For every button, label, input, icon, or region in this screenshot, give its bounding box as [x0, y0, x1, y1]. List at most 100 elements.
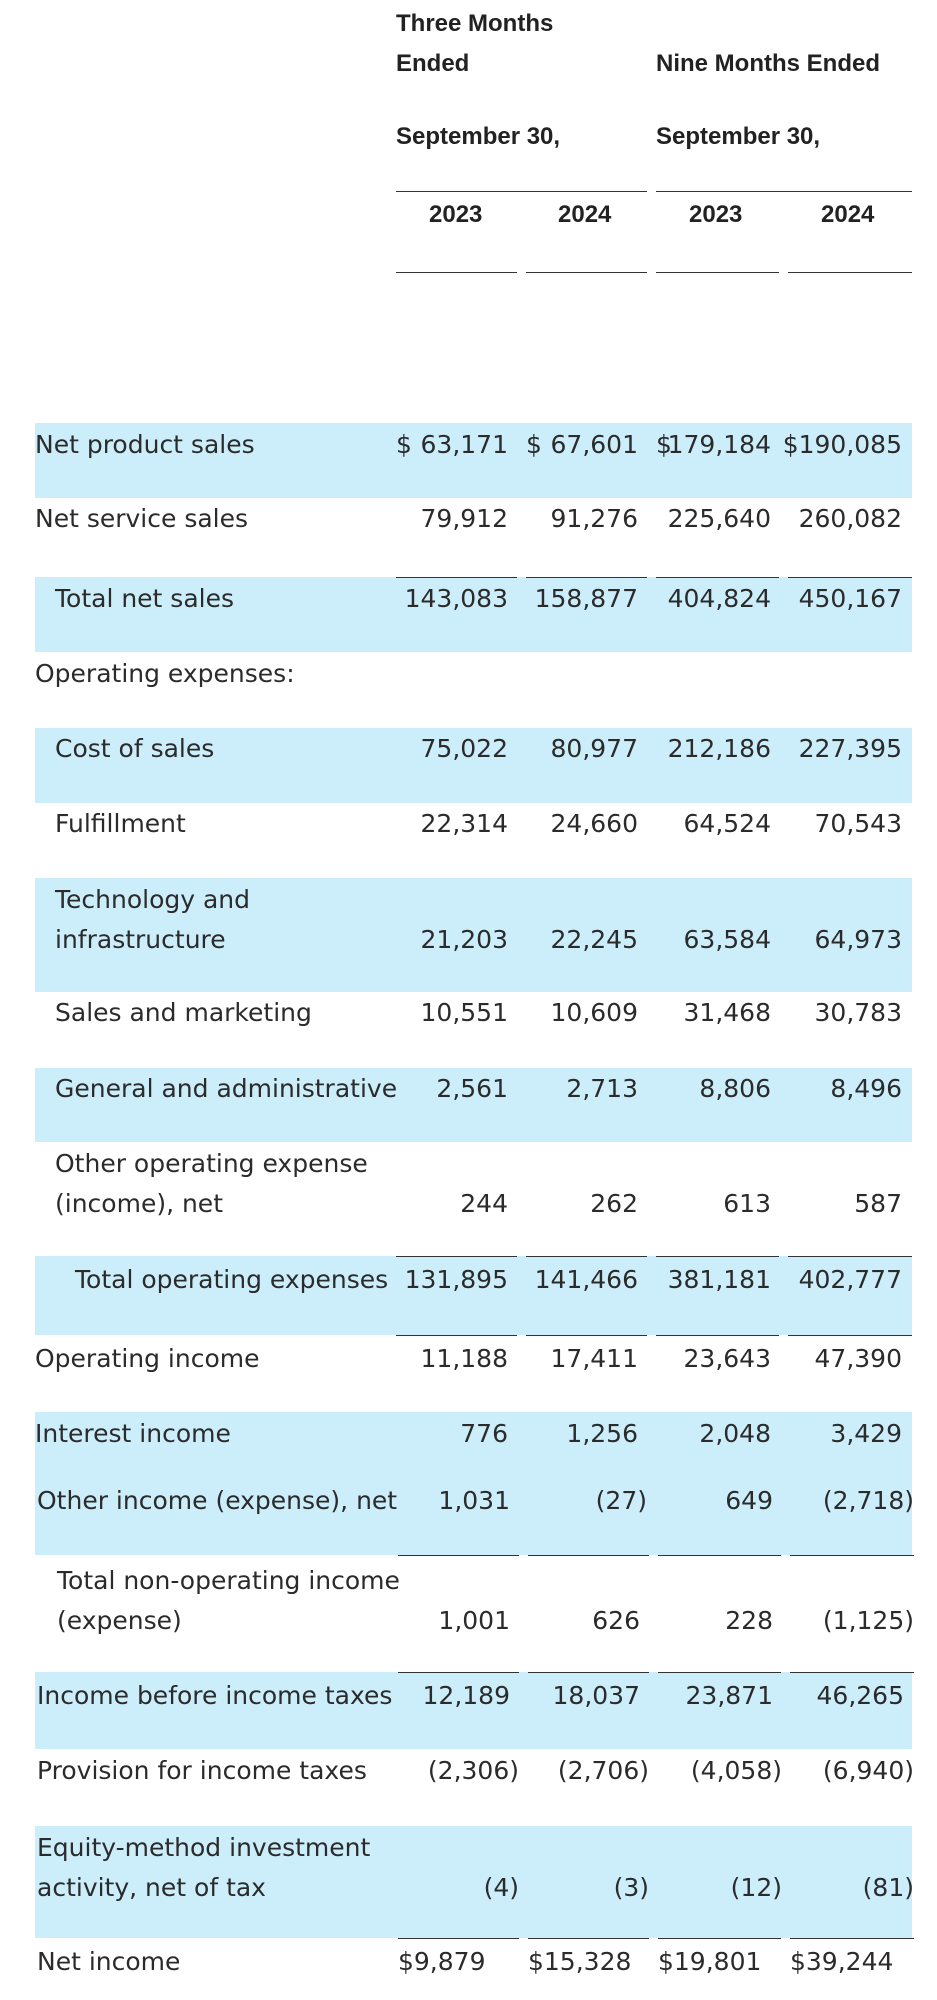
value-cell: 1,001 [438, 1606, 510, 1635]
value-cell: 63,584 [683, 925, 771, 954]
value-cell: 23,643 [683, 1344, 771, 1373]
value-cell: 21,203 [420, 925, 508, 954]
subtotal-rule [398, 1672, 519, 1673]
value-cell: (27) [595, 1486, 647, 1515]
header-period-nine: September 30, [656, 123, 821, 150]
value-cell: 2,713 [566, 1074, 638, 1103]
value-cell: 22,245 [550, 925, 638, 954]
value-cell: 46,265 [816, 1681, 904, 1710]
value-cell: 1,031 [438, 1486, 510, 1515]
value-cell: 31,468 [683, 998, 771, 1027]
row-label-equity-method-line2: activity, net of tax [37, 1873, 266, 1902]
value-cell: (2,306) [427, 1756, 519, 1785]
value-cell: 227,395 [798, 734, 902, 763]
year-header: 2024 [821, 201, 875, 228]
row-label-income-before-taxes: Income before income taxes [37, 1681, 393, 1710]
value-cell: 10,609 [550, 998, 638, 1027]
row-label-operating-income: Operating income [35, 1344, 260, 1373]
row-label-other-income: Other income (expense), net [37, 1486, 398, 1515]
subtotal-rule [526, 1335, 647, 1336]
value-cell: $19,801 [658, 1947, 762, 1976]
value-cell: 404,824 [667, 584, 771, 613]
row-band [35, 1068, 912, 1142]
row-label-general-admin: General and administrative [55, 1074, 398, 1103]
row-band [35, 728, 912, 803]
value-cell: 10,551 [420, 998, 508, 1027]
value-cell: 64,973 [814, 925, 902, 954]
value-cell: 244 [460, 1189, 508, 1218]
header-three-months-line2: Ended [396, 50, 470, 77]
value-cell: 179,184 [667, 430, 771, 459]
value-cell: (81) [862, 1873, 914, 1902]
value-cell: 11,188 [420, 1344, 508, 1373]
year-header: 2024 [558, 201, 612, 228]
value-cell: 18,037 [552, 1681, 640, 1710]
row-band [35, 1412, 912, 1466]
value-cell: 24,660 [550, 809, 638, 838]
value-cell: 212,186 [667, 734, 771, 763]
value-cell: (4) [483, 1873, 519, 1902]
row-band [35, 1256, 912, 1335]
value-cell: 2,561 [436, 1074, 508, 1103]
value-cell: (1,125) [822, 1606, 914, 1635]
row-label-other-operating-line1: Other operating expense [55, 1149, 368, 1178]
row-label-net-product-sales: Net product sales [35, 430, 255, 459]
value-cell: (6,940) [822, 1756, 914, 1785]
value-cell: $190,085 [782, 430, 902, 459]
value-cell: (2,706) [557, 1756, 649, 1785]
row-label-technology-line2: infrastructure [55, 925, 226, 954]
value-cell: $39,244 [790, 1947, 894, 1976]
year-rule [656, 272, 779, 273]
value-cell: 63,171 [420, 430, 508, 459]
subtotal-rule [526, 1256, 647, 1257]
row-band [35, 577, 912, 652]
row-label-fulfillment: Fulfillment [55, 809, 186, 838]
value-cell: 3,429 [830, 1419, 902, 1448]
value-cell: 70,543 [814, 809, 902, 838]
row-label-other-operating-line2: (income), net [55, 1189, 223, 1218]
value-cell: 8,496 [830, 1074, 902, 1103]
value-cell: 12,189 [422, 1681, 510, 1710]
currency-symbol: $ [526, 430, 542, 459]
subtotal-rule [656, 577, 779, 578]
value-cell: 131,895 [404, 1265, 508, 1294]
value-cell: 80,977 [550, 734, 638, 763]
value-cell: 402,777 [798, 1265, 902, 1294]
year-header: 2023 [689, 201, 743, 228]
value-cell: 649 [725, 1486, 773, 1515]
subtotal-rule [396, 1256, 517, 1257]
value-cell: 64,524 [683, 809, 771, 838]
value-cell: 613 [723, 1189, 771, 1218]
row-label-total-net-sales: Total net sales [55, 584, 235, 613]
currency-symbol: $ [656, 430, 672, 459]
value-cell: 91,276 [550, 504, 638, 533]
subtotal-rule [658, 1672, 781, 1673]
row-band [35, 1672, 912, 1749]
subtotal-rule [528, 1938, 649, 1939]
value-cell: 75,022 [420, 734, 508, 763]
value-cell: 30,783 [814, 998, 902, 1027]
value-cell: (3) [613, 1873, 649, 1902]
value-cell: 381,181 [667, 1265, 771, 1294]
value-cell: 776 [460, 1419, 508, 1448]
value-cell: (4,058) [690, 1756, 782, 1785]
year-rule [788, 272, 912, 273]
currency-symbol: $ [396, 430, 412, 459]
value-cell: 626 [592, 1606, 640, 1635]
value-cell: 67,601 [550, 430, 638, 459]
value-cell: 8,806 [699, 1074, 771, 1103]
subtotal-rule [788, 577, 912, 578]
value-cell: 450,167 [798, 584, 902, 613]
value-cell: 47,390 [814, 1344, 902, 1373]
header-rule-three [396, 191, 647, 192]
row-label-total-non-operating-line2: (expense) [57, 1606, 182, 1635]
subtotal-rule [788, 1335, 912, 1336]
year-header: 2023 [429, 201, 483, 228]
subtotal-rule [526, 577, 647, 578]
subtotal-rule [396, 577, 517, 578]
row-label-net-service-sales: Net service sales [35, 504, 249, 533]
subtotal-rule [790, 1938, 914, 1939]
year-rule [396, 272, 517, 273]
subtotal-rule [788, 1256, 912, 1257]
row-band [35, 1466, 912, 1555]
